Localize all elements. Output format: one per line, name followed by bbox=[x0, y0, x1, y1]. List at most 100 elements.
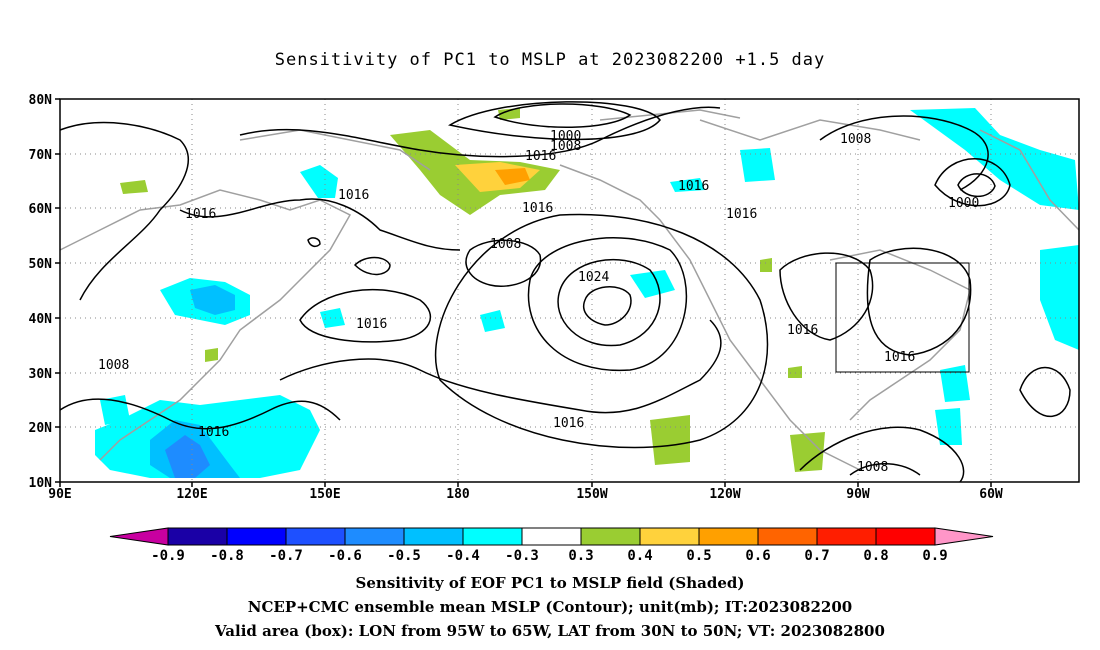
shading-cyan-atlantic-1 bbox=[1040, 245, 1079, 350]
contour-1016-midpac bbox=[299, 288, 432, 343]
colorbar-label: 0.4 bbox=[627, 548, 652, 564]
contour-label: 1008 bbox=[857, 460, 888, 475]
shading-cyan-atlantic-3 bbox=[935, 408, 962, 445]
contour-label: 1016 bbox=[522, 201, 553, 216]
colorbar-labels: -0.9 -0.8 -0.7 -0.6 -0.5 -0.4 -0.3 0.3 0.4 0.5 0.6… bbox=[151, 548, 948, 564]
lon-label: 180 bbox=[446, 487, 470, 502]
contour-1024-inner bbox=[583, 286, 632, 326]
colorbar-label: 0.3 bbox=[568, 548, 593, 564]
shading-cyan-greenland bbox=[910, 108, 1079, 210]
lon-label: 120W bbox=[709, 487, 740, 502]
shading-green-4 bbox=[790, 432, 825, 472]
lon-label: 60W bbox=[979, 487, 1003, 502]
colorbar-cell bbox=[521, 527, 582, 546]
shading-green-5 bbox=[205, 348, 218, 362]
shading-dblue-philippines bbox=[165, 435, 210, 478]
contour-small-low-1 bbox=[353, 256, 391, 276]
colorbar-label: -0.7 bbox=[269, 548, 303, 564]
shading-green-3 bbox=[650, 415, 690, 465]
lat-label: 60N bbox=[29, 202, 53, 217]
colorbar-cell bbox=[226, 527, 287, 546]
contour-label: 1024 bbox=[578, 270, 609, 285]
colorbar-label: -0.5 bbox=[387, 548, 421, 564]
colorbar-cell bbox=[580, 527, 641, 546]
caption-line-3: Valid area (box): LON from 95W to 65W, L… bbox=[215, 622, 885, 640]
contour-1016-na-box bbox=[779, 252, 874, 341]
contour-label: 1016 bbox=[525, 149, 556, 164]
shading-cyan-atlantic-2 bbox=[940, 365, 970, 402]
colorbar-left-cap bbox=[109, 527, 169, 546]
shading-orange-bering bbox=[495, 168, 530, 185]
latitude-labels: 80N 70N 60N 50N 40N 30N 20N 10N bbox=[29, 93, 53, 491]
colorbar-cell bbox=[639, 527, 700, 546]
lat-label: 30N bbox=[29, 367, 53, 382]
contour-label: 1000 bbox=[550, 129, 581, 144]
colorbar-label: -0.9 bbox=[151, 548, 185, 564]
lon-label: 150W bbox=[576, 487, 607, 502]
shading-blue-japan bbox=[190, 285, 235, 315]
shading-cyan-pacific-2 bbox=[480, 310, 505, 332]
lon-label: 90E bbox=[48, 487, 71, 502]
lon-label: 150E bbox=[309, 487, 340, 502]
contour-aleutian-low-1008 bbox=[447, 101, 661, 141]
colorbar-cell bbox=[698, 527, 759, 546]
longitude-labels: 90E 120E 150E 180 150W 120W 90W 60W bbox=[48, 487, 1003, 502]
colorbar-cell bbox=[167, 527, 228, 546]
contour-label: 1016 bbox=[678, 179, 709, 194]
lon-label: 120E bbox=[176, 487, 207, 502]
lat-label: 70N bbox=[29, 148, 53, 163]
caption-line-2: NCEP+CMC ensemble mean MSLP (Contour); u… bbox=[247, 598, 853, 616]
lat-label: 40N bbox=[29, 312, 53, 327]
colorbar-label: 0.5 bbox=[686, 548, 711, 564]
contour-1016-outer-high bbox=[435, 213, 769, 449]
contour-label: 1016 bbox=[185, 207, 216, 222]
colorbar-cell bbox=[875, 527, 936, 546]
axis-ticks bbox=[55, 98, 992, 487]
colorbar-label: -0.8 bbox=[210, 548, 244, 564]
mslp-contours bbox=[59, 101, 1071, 483]
shading-green-1 bbox=[120, 180, 148, 194]
contour-small-low-2 bbox=[307, 237, 321, 248]
shading-green-6 bbox=[760, 258, 772, 272]
coastlines bbox=[59, 109, 1080, 471]
contour-label: 1016 bbox=[884, 350, 915, 365]
contour-atlantic-ring bbox=[1019, 366, 1071, 418]
contour-label: 1016 bbox=[356, 317, 387, 332]
contour-label: 1016 bbox=[198, 425, 229, 440]
contour-labels: 1000 1008 1016 1016 1016 1008 1016 1016 … bbox=[98, 129, 979, 475]
colorbar-label: 0.8 bbox=[863, 548, 888, 564]
shading-cyan-pacific-1 bbox=[320, 308, 345, 328]
map-title: Sensitivity of PC1 to MSLP at 2023082200… bbox=[274, 50, 826, 70]
contour-label: 1008 bbox=[490, 237, 521, 252]
colorbar-cell bbox=[757, 527, 818, 546]
contour-label: 1008 bbox=[840, 132, 871, 147]
contour-1000-iceland bbox=[934, 158, 1011, 207]
contour-1016-central bbox=[179, 198, 461, 251]
lat-label: 50N bbox=[29, 257, 53, 272]
lon-label: 90W bbox=[846, 487, 870, 502]
contour-label: 1008 bbox=[98, 358, 129, 373]
contour-1008-south bbox=[59, 398, 341, 430]
contour-1016-south-east bbox=[799, 426, 965, 483]
contour-label: 1016 bbox=[787, 323, 818, 338]
contour-1016-north bbox=[239, 106, 721, 158]
contour-1008-greenland bbox=[819, 115, 989, 191]
contour-label: 1016 bbox=[726, 207, 757, 222]
contour-1016-lowcentral bbox=[279, 319, 722, 414]
colorbar-label: 0.7 bbox=[804, 548, 829, 564]
map-border bbox=[59, 98, 1080, 483]
contour-aleutian-low-1000 bbox=[493, 103, 632, 128]
colorbar-label: 0.9 bbox=[922, 548, 947, 564]
shading-green-2 bbox=[498, 108, 520, 120]
colorbar-cell bbox=[462, 527, 523, 546]
valid-area-box bbox=[835, 262, 970, 373]
contour-label: 1008 bbox=[550, 139, 581, 154]
colorbar-right-cap bbox=[934, 527, 994, 546]
shading-green-7 bbox=[788, 366, 802, 378]
colorbar-cell bbox=[403, 527, 464, 546]
shading-cyan-alaska bbox=[670, 178, 705, 192]
shading-cyan-pacific-3 bbox=[630, 270, 675, 298]
contour-1016-east bbox=[866, 247, 972, 356]
shading-cyan-kuril bbox=[300, 165, 338, 198]
